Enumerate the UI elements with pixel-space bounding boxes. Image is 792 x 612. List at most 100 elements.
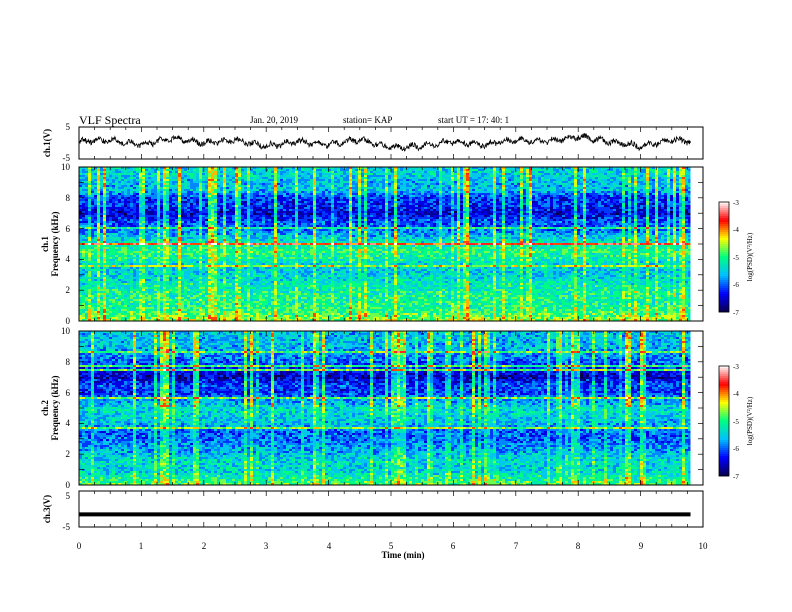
spectrogram-cell bbox=[475, 185, 478, 187]
spectrogram-cell bbox=[532, 195, 535, 197]
spectrogram-cell bbox=[388, 205, 391, 207]
spectrogram-cell bbox=[367, 181, 370, 183]
spectrogram-cell bbox=[589, 191, 592, 193]
spectrogram-cell bbox=[235, 209, 238, 211]
spectrogram-cell bbox=[598, 203, 601, 205]
spectrogram-cell bbox=[601, 183, 607, 185]
spectrogram-cell bbox=[409, 169, 412, 171]
spectrogram-cell bbox=[388, 211, 391, 213]
spectrogram-cell bbox=[91, 213, 94, 215]
spectrogram-cell bbox=[502, 179, 505, 181]
spectrogram-cell bbox=[385, 177, 388, 179]
spectrogram-cell bbox=[490, 199, 493, 201]
spectrogram-cell bbox=[577, 177, 580, 179]
spectrogram-cell bbox=[580, 189, 583, 191]
spectrogram-cell bbox=[157, 185, 160, 187]
spectrogram-cell bbox=[193, 193, 196, 195]
spectrogram-cell bbox=[361, 195, 364, 197]
spectrogram-cell bbox=[493, 185, 496, 187]
spectrogram-cell bbox=[475, 181, 478, 183]
spectrogram-cell bbox=[583, 203, 586, 205]
spectrogram-cell bbox=[301, 169, 304, 171]
spectrogram-cell bbox=[544, 211, 547, 213]
spectrogram-cell bbox=[610, 183, 613, 185]
spectrogram-cell bbox=[535, 191, 541, 193]
spectrogram-cell bbox=[181, 181, 184, 183]
spectrogram-cell bbox=[88, 193, 91, 195]
spectrogram-cell bbox=[106, 171, 109, 173]
spectrogram-cell bbox=[415, 191, 421, 193]
spectrogram-cell bbox=[160, 175, 163, 177]
spectrogram-cell bbox=[496, 199, 499, 201]
spectrogram-cell bbox=[349, 175, 352, 177]
spectrogram-cell bbox=[148, 213, 154, 215]
spectrogram-cell bbox=[499, 177, 502, 179]
spectrogram-cell bbox=[481, 209, 484, 211]
spectrogram-cell bbox=[367, 191, 370, 193]
spectrogram-cell bbox=[229, 197, 232, 199]
spectrogram-cell bbox=[223, 179, 226, 181]
spectrogram-cell bbox=[514, 207, 517, 209]
spectrogram-cell bbox=[583, 191, 586, 193]
spectrogram-cell bbox=[391, 185, 394, 187]
spectrogram-cell bbox=[370, 169, 373, 171]
spectrogram-cell bbox=[673, 189, 676, 191]
spectrogram-cell bbox=[469, 175, 472, 177]
spectrogram-cell bbox=[295, 213, 298, 215]
spectrogram-cell bbox=[394, 197, 397, 199]
spectrogram-cell bbox=[244, 195, 247, 197]
spectrogram-cell bbox=[190, 197, 193, 199]
spectrogram-cell bbox=[319, 177, 328, 179]
spectrogram-cell bbox=[388, 177, 391, 179]
spectrogram-cell bbox=[301, 203, 307, 205]
spectrogram-cell bbox=[532, 175, 535, 177]
spectrogram-cell bbox=[253, 181, 259, 183]
spectrogram-cell bbox=[178, 203, 181, 205]
spectrogram-cell bbox=[436, 177, 439, 179]
spectrogram-cell bbox=[649, 211, 655, 213]
spectrogram-cell bbox=[352, 207, 355, 209]
spectrogram-cell bbox=[235, 185, 238, 187]
spectrogram-cell bbox=[457, 175, 460, 177]
spectrogram-cell bbox=[676, 177, 679, 179]
spectrogram-cell bbox=[589, 201, 595, 203]
spectrogram-cell bbox=[553, 183, 556, 185]
spectrogram-cell bbox=[136, 187, 139, 189]
spectrogram-cell bbox=[85, 169, 88, 171]
spectrogram-cell bbox=[160, 209, 163, 211]
spectrogram-cell bbox=[235, 171, 238, 173]
spectrogram-cell bbox=[577, 207, 580, 209]
spectrogram-cell bbox=[664, 205, 667, 207]
spectrogram-cell bbox=[448, 179, 451, 181]
spectrogram-cell bbox=[223, 197, 226, 199]
spectrogram-cell bbox=[634, 189, 637, 191]
spectrogram-cell bbox=[529, 181, 532, 183]
spectrogram-cell bbox=[307, 211, 313, 213]
spectrogram-cell bbox=[172, 203, 175, 205]
spectrogram-cell bbox=[619, 203, 622, 205]
spectrogram-cell bbox=[334, 181, 340, 183]
spectrogram-cell bbox=[139, 181, 142, 183]
spectrogram-cell bbox=[385, 193, 388, 195]
spectrogram-cell bbox=[415, 211, 418, 213]
spectrogram-cell bbox=[538, 195, 544, 197]
spectrogram-cell bbox=[616, 173, 619, 175]
spectrogram-cell bbox=[676, 209, 679, 211]
spectrogram-cell bbox=[109, 195, 118, 197]
spectrogram-cell bbox=[88, 181, 91, 183]
spectrogram-cell bbox=[379, 203, 385, 205]
spectrogram-cell bbox=[247, 175, 250, 177]
spectrogram-cell bbox=[475, 203, 478, 205]
spectrogram-cell bbox=[685, 179, 688, 181]
spectrogram-cell bbox=[190, 181, 193, 183]
spectrogram-cell bbox=[685, 193, 688, 195]
spectrogram-cell bbox=[208, 211, 211, 213]
spectrogram-cell bbox=[454, 187, 457, 189]
spectrogram-cell bbox=[499, 197, 502, 199]
spectrogram-cell bbox=[265, 189, 268, 191]
spectrogram-cell bbox=[589, 205, 592, 207]
spectrogram-cell bbox=[295, 175, 298, 177]
spectrogram-cell bbox=[394, 193, 397, 195]
spectrogram-cell bbox=[310, 209, 313, 211]
spectrogram-cell bbox=[664, 207, 667, 209]
